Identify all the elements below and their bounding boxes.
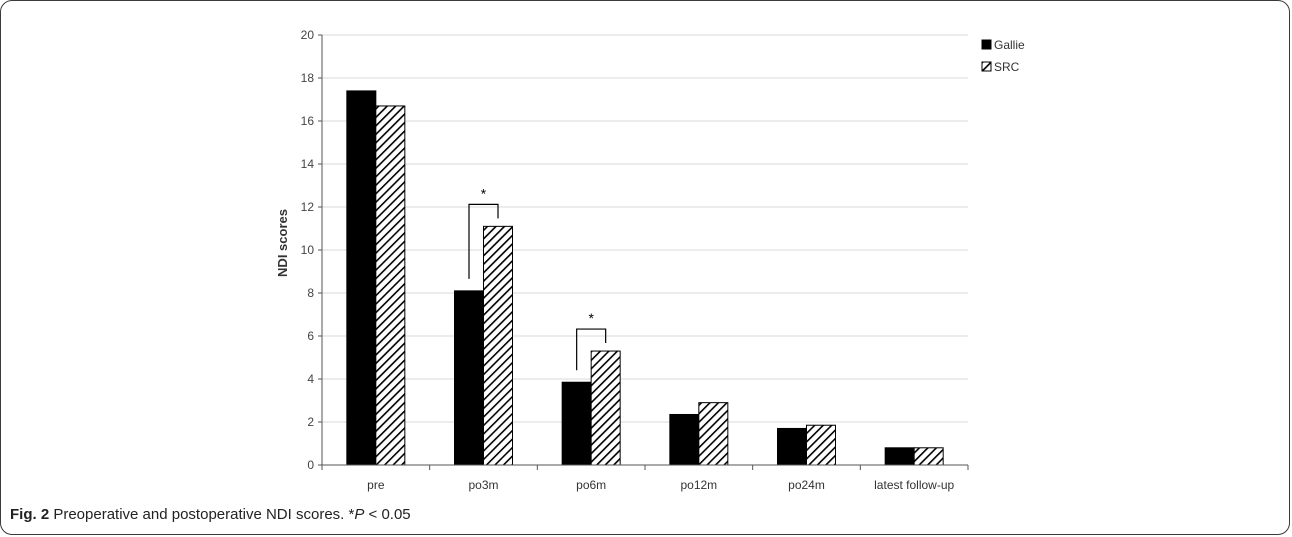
legend: Gallie SRC — [981, 38, 1025, 74]
x-tick-label: po3m — [468, 478, 498, 492]
significance-star: * — [481, 185, 487, 201]
x-tick-label: latest follow-up — [874, 478, 954, 492]
x-tick-labels: pre po3m po6m po12m po24m latest follow-up — [367, 478, 954, 492]
bar-gallie-pre — [346, 90, 377, 466]
legend-swatch-src — [981, 61, 992, 72]
y-tick-label: 8 — [307, 286, 314, 300]
y-tick-label: 16 — [301, 114, 315, 128]
axes — [318, 34, 969, 470]
y-tick-label: 6 — [307, 329, 314, 343]
bar-gallie-latest-follow-up — [884, 447, 915, 466]
x-tick-label: po12m — [680, 478, 717, 492]
y-tick-label: 14 — [301, 157, 315, 171]
bar-gallie-po12m — [669, 413, 700, 466]
x-tick-label: po24m — [788, 478, 825, 492]
significance-star: * — [588, 310, 594, 326]
y-tick-label: 10 — [301, 243, 315, 257]
y-tick-label: 2 — [307, 415, 314, 429]
bar-src-po3m — [483, 225, 513, 466]
bar-src-pre — [375, 105, 406, 466]
x-tick-label: po6m — [576, 478, 606, 492]
significance-bracket — [576, 328, 607, 371]
bar-src-po24m — [806, 424, 836, 466]
y-tick-label: 0 — [307, 458, 314, 472]
gridlines — [322, 34, 968, 423]
y-tick-label: 18 — [301, 71, 315, 85]
bar-src-po6m — [590, 350, 621, 466]
legend-label-src: SRC — [994, 60, 1020, 74]
bar-gallie-po6m — [561, 381, 592, 466]
figure-caption: Fig. 2 Preoperative and postoperative ND… — [10, 506, 411, 523]
caption-label: Fig. 2 — [10, 506, 50, 523]
caption-p-text: < 0.05 — [364, 506, 411, 523]
y-tick-label: 20 — [301, 28, 315, 42]
significance-brackets: ** — [468, 185, 607, 371]
y-axis-label: NDI scores — [275, 209, 290, 277]
significance-bracket — [468, 203, 499, 279]
legend-swatch-gallie — [981, 39, 992, 50]
bar-gallie-po3m — [454, 290, 484, 466]
bar-src-latest-follow-up — [913, 447, 944, 466]
bars — [346, 90, 944, 466]
y-tick-labels: 0 2 4 6 8 10 12 14 16 18 20 — [301, 28, 315, 472]
caption-p-symbol: P — [354, 506, 365, 523]
legend-label-gallie: Gallie — [994, 38, 1025, 52]
bar-gallie-po24m — [777, 427, 807, 466]
y-tick-label: 4 — [307, 372, 314, 386]
bar-src-po12m — [698, 402, 729, 466]
caption-text: Preoperative and postoperative NDI score… — [49, 506, 355, 523]
y-tick-label: 12 — [301, 200, 315, 214]
x-tick-label: pre — [367, 478, 385, 492]
